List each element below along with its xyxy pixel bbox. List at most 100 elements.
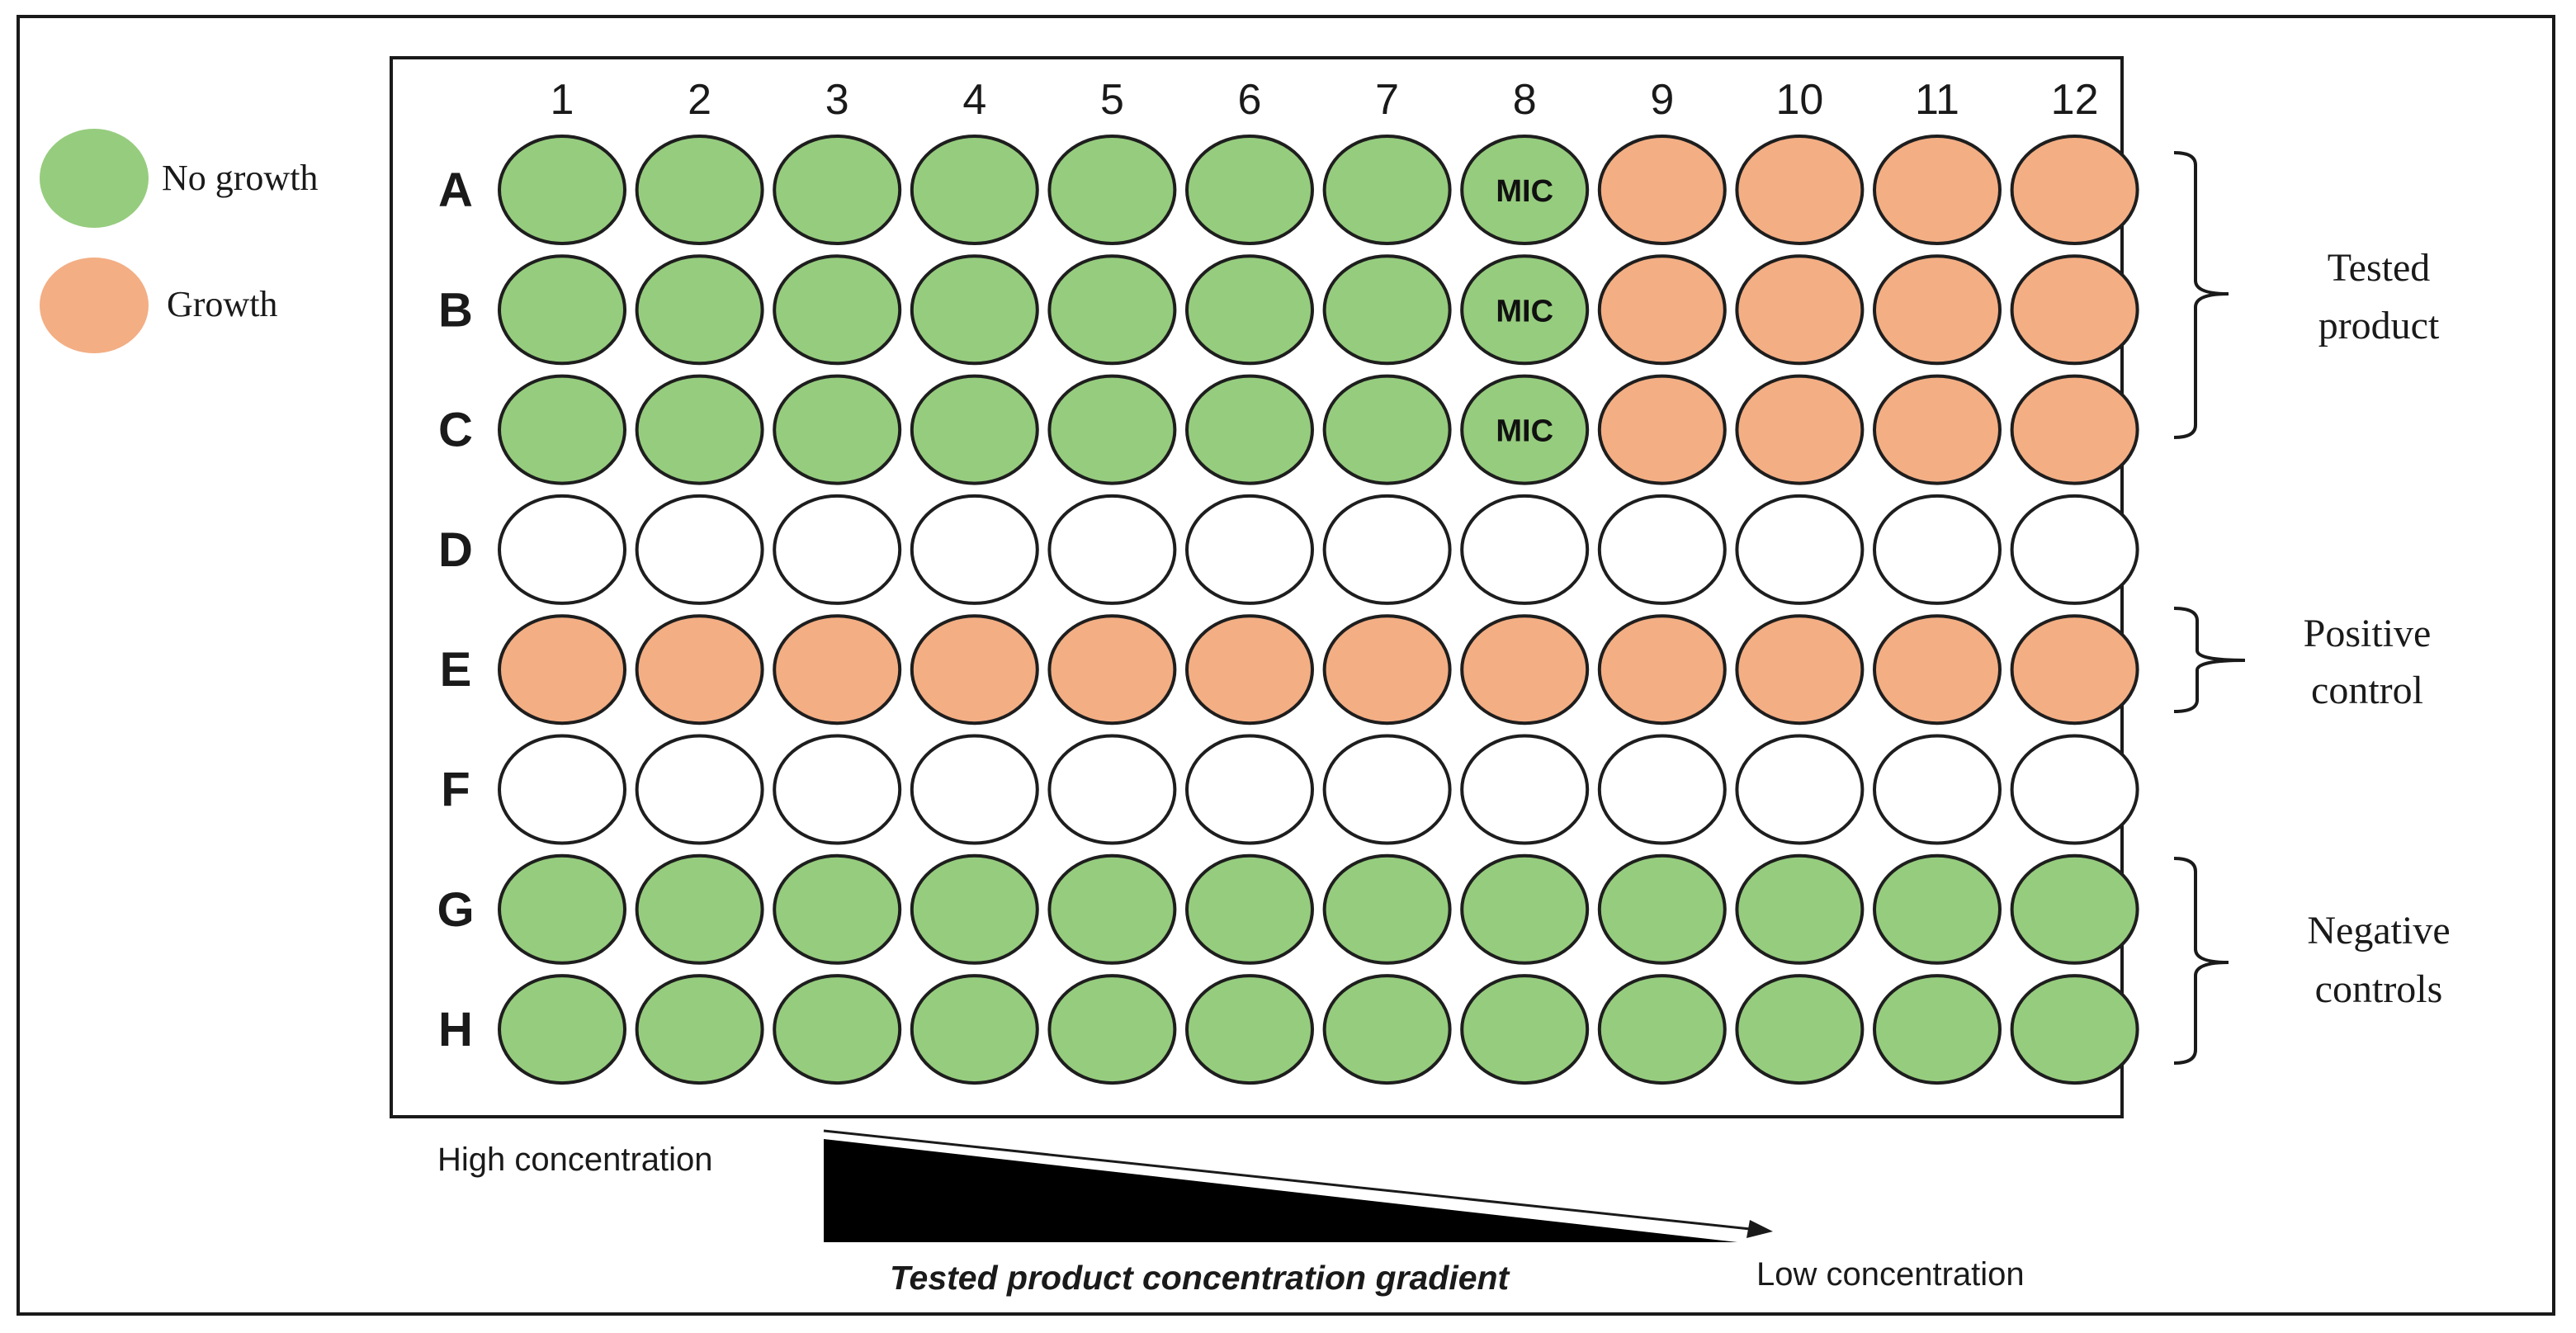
well-E2 <box>635 614 764 726</box>
well-C4 <box>910 374 1039 485</box>
well-A6 <box>1185 135 1314 245</box>
group-label-tested-product-line2: product <box>2318 304 2440 347</box>
column-header-4: 4 <box>962 76 986 124</box>
well-C2 <box>635 374 764 485</box>
well-H1 <box>498 974 626 1085</box>
well-F6 <box>1185 734 1314 845</box>
well-C10 <box>1735 374 1865 485</box>
well-A11 <box>1873 135 2002 245</box>
well-F11 <box>1873 734 2002 845</box>
well-G4 <box>910 853 1039 965</box>
well-H9 <box>1597 974 1727 1085</box>
row-label-D: D <box>438 523 473 577</box>
column-header-1: 1 <box>551 76 574 124</box>
well-F4 <box>910 734 1039 845</box>
well-C5 <box>1047 374 1177 485</box>
well-D6 <box>1185 494 1314 605</box>
well-F7 <box>1322 734 1452 845</box>
well-F12 <box>2010 734 2139 845</box>
well-A4 <box>910 135 1039 245</box>
well-C6 <box>1185 374 1314 485</box>
well-A12 <box>2010 135 2139 245</box>
well-C8 <box>1460 374 1590 485</box>
column-header-5: 5 <box>1100 76 1124 124</box>
well-E6 <box>1185 614 1314 726</box>
well-D2 <box>635 494 764 605</box>
well-B6 <box>1185 254 1314 366</box>
well-A7 <box>1322 135 1452 245</box>
well-A8 <box>1460 135 1590 245</box>
column-header-7: 7 <box>1375 76 1399 124</box>
well-F8 <box>1460 734 1590 845</box>
well-E11 <box>1873 614 2002 726</box>
column-header-6: 6 <box>1238 76 1262 124</box>
legend-swatch-growth <box>40 258 149 353</box>
well-A9 <box>1597 135 1727 245</box>
well-D8 <box>1460 494 1590 605</box>
well-A5 <box>1047 135 1177 245</box>
well-F10 <box>1735 734 1865 845</box>
brace-negative-controls <box>2173 857 2229 1065</box>
plate-wells: MIC MIC MIC <box>498 135 2139 1085</box>
legend-swatch-no-growth <box>40 129 149 228</box>
well-B8 <box>1460 254 1590 366</box>
well-E9 <box>1597 614 1727 726</box>
well-G10 <box>1735 853 1865 965</box>
well-B1 <box>498 254 626 366</box>
well-G2 <box>635 853 764 965</box>
well-B4 <box>910 254 1039 366</box>
well-H2 <box>635 974 764 1085</box>
row-label-C: C <box>438 404 473 457</box>
well-D5 <box>1047 494 1177 605</box>
well-H11 <box>1873 974 2002 1085</box>
well-D11 <box>1873 494 2002 605</box>
well-B9 <box>1597 254 1727 366</box>
well-B3 <box>773 254 902 366</box>
group-negative-controls: Negative controls <box>2173 857 2451 1065</box>
well-C1 <box>498 374 626 485</box>
brace-tested-product <box>2173 151 2229 439</box>
well-F3 <box>773 734 902 845</box>
row-label-G: G <box>437 883 474 937</box>
gradient-arrow-line <box>823 1129 1759 1231</box>
well-D1 <box>498 494 626 605</box>
well-H6 <box>1185 974 1314 1085</box>
brace-positive-control <box>2173 607 2246 713</box>
mic-label-B8: MIC <box>1496 294 1553 329</box>
well-H7 <box>1322 974 1452 1085</box>
group-tested-product: Tested product <box>2173 151 2440 439</box>
well-B7 <box>1322 254 1452 366</box>
row-label-H: H <box>438 1003 473 1056</box>
well-G11 <box>1873 853 2002 965</box>
column-header-2: 2 <box>688 76 711 124</box>
group-label-positive-control-line2: control <box>2311 669 2423 712</box>
mic-label-A8: MIC <box>1496 174 1553 209</box>
well-A3 <box>773 135 902 245</box>
row-label-E: E <box>440 643 472 697</box>
column-header-3: 3 <box>825 76 849 124</box>
group-label-positive-control-line1: Positive <box>2304 612 2432 655</box>
well-C7 <box>1322 374 1452 485</box>
column-header-8: 8 <box>1513 76 1537 124</box>
well-G5 <box>1047 853 1177 965</box>
well-F1 <box>498 734 626 845</box>
well-B12 <box>2010 254 2139 366</box>
well-D4 <box>910 494 1039 605</box>
row-labels: A B C D E F G H <box>437 163 474 1056</box>
well-H8 <box>1460 974 1590 1085</box>
well-E3 <box>773 614 902 726</box>
well-E7 <box>1322 614 1452 726</box>
row-label-F: F <box>441 763 470 817</box>
well-E8 <box>1460 614 1590 726</box>
gradient-wedge <box>824 1139 1737 1242</box>
well-E12 <box>2010 614 2139 726</box>
well-G3 <box>773 853 902 965</box>
column-header-9: 9 <box>1650 76 1674 124</box>
group-positive-control: Positive control <box>2173 607 2432 713</box>
gradient-arrow-head <box>1746 1220 1773 1238</box>
well-G12 <box>2010 853 2139 965</box>
concentration-gradient: High concentration Low concentration Tes… <box>437 1129 2025 1297</box>
gradient-high-label: High concentration <box>437 1142 713 1178</box>
legend-label-growth: Growth <box>167 284 277 324</box>
